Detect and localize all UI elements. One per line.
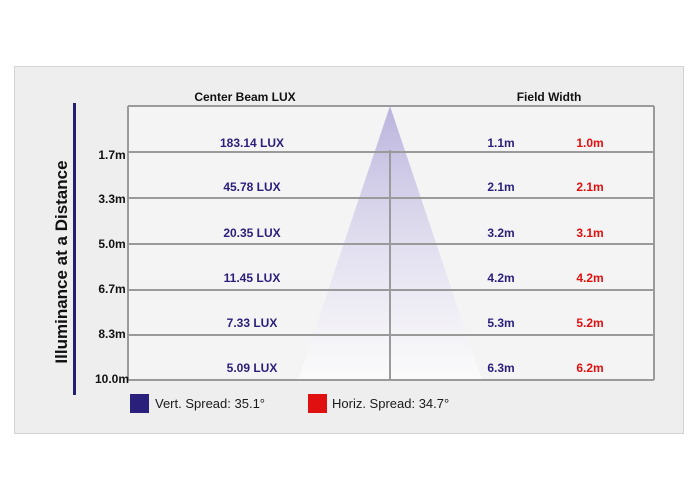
distance-label: 5.0m: [98, 237, 126, 251]
chart-title: Illuminance at a Distance: [52, 160, 71, 364]
legend-swatch-horizontal: [308, 394, 327, 413]
legend-label-vertical: Vert. Spread: 35.1°: [155, 396, 265, 411]
distance-label: 8.3m: [98, 327, 126, 341]
side-accent-bar: [73, 103, 76, 395]
vertical-width-value: 3.2m: [487, 226, 515, 240]
vertical-width-value: 1.1m: [487, 136, 515, 150]
column-header-field-width: Field Width: [516, 90, 582, 104]
column-header-lux: Center Beam LUX: [194, 90, 296, 104]
distance-label: 3.3m: [98, 192, 126, 206]
distance-label: 10.0m: [94, 372, 130, 386]
lux-value: 7.33 LUX: [226, 316, 278, 330]
lux-value: 20.35 LUX: [223, 226, 281, 240]
lux-value: 45.78 LUX: [223, 180, 281, 194]
vertical-width-value: 5.3m: [487, 316, 515, 330]
legend-label-horizontal: Horiz. Spread: 34.7°: [332, 396, 450, 411]
horizontal-width-value: 4.2m: [576, 271, 604, 285]
lux-value: 5.09 LUX: [226, 361, 278, 375]
vertical-width-value: 6.3m: [487, 361, 515, 375]
distance-label: 6.7m: [98, 282, 126, 296]
horizontal-width-value: 6.2m: [576, 361, 604, 375]
distance-label: 1.7m: [98, 148, 126, 162]
lux-value: 11.45 LUX: [223, 271, 281, 285]
vertical-width-value: 4.2m: [487, 271, 515, 285]
horizontal-width-value: 1.0m: [576, 136, 604, 150]
legend-swatch-vertical: [130, 394, 149, 413]
vertical-width-value: 2.1m: [487, 180, 515, 194]
horizontal-width-value: 2.1m: [576, 180, 604, 194]
lux-value: 183.14 LUX: [219, 136, 285, 150]
horizontal-width-value: 5.2m: [576, 316, 604, 330]
horizontal-width-value: 3.1m: [576, 226, 604, 240]
